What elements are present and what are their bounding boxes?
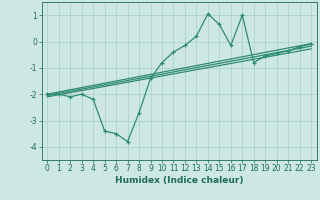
X-axis label: Humidex (Indice chaleur): Humidex (Indice chaleur) bbox=[115, 176, 244, 185]
